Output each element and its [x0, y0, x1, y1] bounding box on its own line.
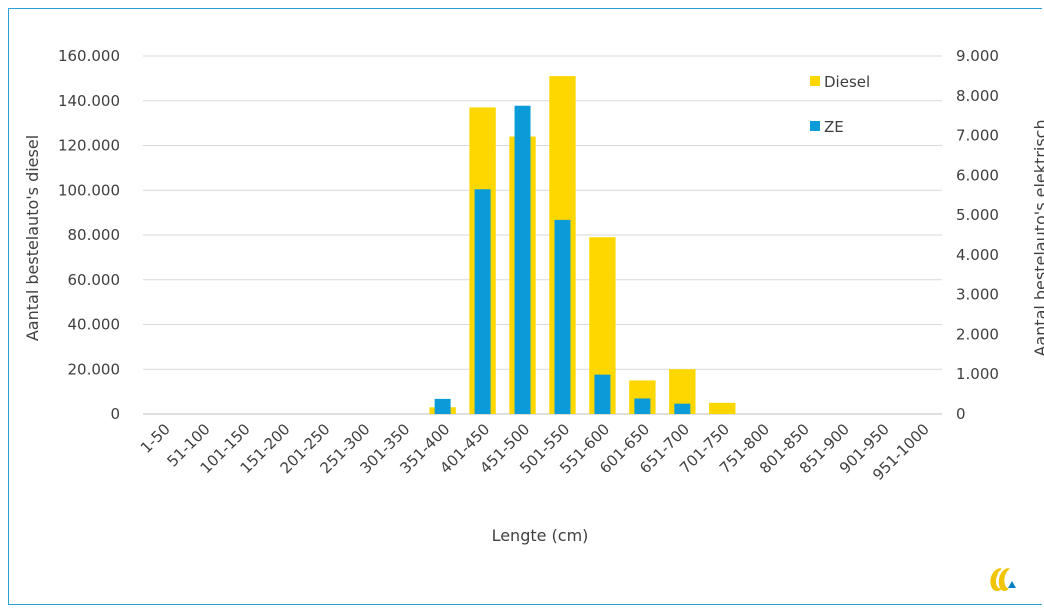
y-tick-label: 0	[110, 405, 120, 423]
bar-ze	[594, 374, 611, 414]
y2-tick-label: 5.000	[956, 206, 999, 224]
bar-ze	[674, 403, 691, 414]
y-axis-left-ticks: 0 20.000 40.000 60.000 80.000 100.000 120.000 1…	[58, 47, 120, 423]
legend-swatch-ze	[810, 121, 820, 131]
y2-tick-label: 4.000	[956, 246, 999, 264]
legend: Diesel ZE	[810, 73, 870, 136]
y-axis-right-ticks: 0 1.000 2.000 3.000 4.000 5.000 6.000 7.000 8.00…	[956, 47, 999, 423]
bar-diesel	[709, 402, 736, 414]
y-tick-label: 120.000	[58, 137, 120, 155]
gridlines	[143, 55, 942, 415]
y2-tick-label: 9.000	[956, 47, 999, 65]
y-tick-label: 80.000	[68, 226, 121, 244]
legend-label-ze: ZE	[824, 118, 844, 136]
y2-tick-label: 0	[956, 405, 966, 423]
bar-ze	[514, 105, 531, 414]
y2-tick-label: 1.000	[956, 365, 999, 383]
bar-ze	[434, 398, 451, 414]
y2-tick-label: 7.000	[956, 127, 999, 145]
legend-swatch-diesel	[810, 76, 820, 86]
y-tick-label: 100.000	[58, 181, 120, 199]
y-tick-label: 60.000	[68, 271, 121, 289]
y2-tick-label: 8.000	[956, 87, 999, 105]
y2-tick-label: 6.000	[956, 166, 999, 184]
bar-ze	[554, 219, 571, 414]
y-tick-label: 20.000	[68, 360, 121, 378]
x-axis-ticks: 1-5051-100101-150151-200201-250251-30030…	[137, 420, 933, 484]
legend-label-diesel: Diesel	[824, 73, 870, 91]
y-axis-right-title: Aantal bestelauto's elektrisch	[1031, 119, 1044, 356]
y2-tick-label: 3.000	[956, 286, 999, 304]
y-tick-label: 140.000	[58, 92, 120, 110]
y-tick-label: 160.000	[58, 47, 120, 65]
bar-ze	[474, 189, 491, 414]
y-tick-label: 40.000	[68, 316, 121, 334]
x-tick-label: 1-50	[137, 420, 174, 457]
brand-logo-icon	[990, 568, 1016, 591]
chart-frame	[8, 8, 1042, 605]
y2-tick-label: 2.000	[956, 325, 999, 343]
bars	[429, 76, 736, 415]
x-axis-title: Lengte (cm)	[492, 526, 589, 545]
bar-ze	[634, 398, 651, 414]
y-axis-left-title: Aantal bestelauto's diesel	[23, 135, 42, 341]
